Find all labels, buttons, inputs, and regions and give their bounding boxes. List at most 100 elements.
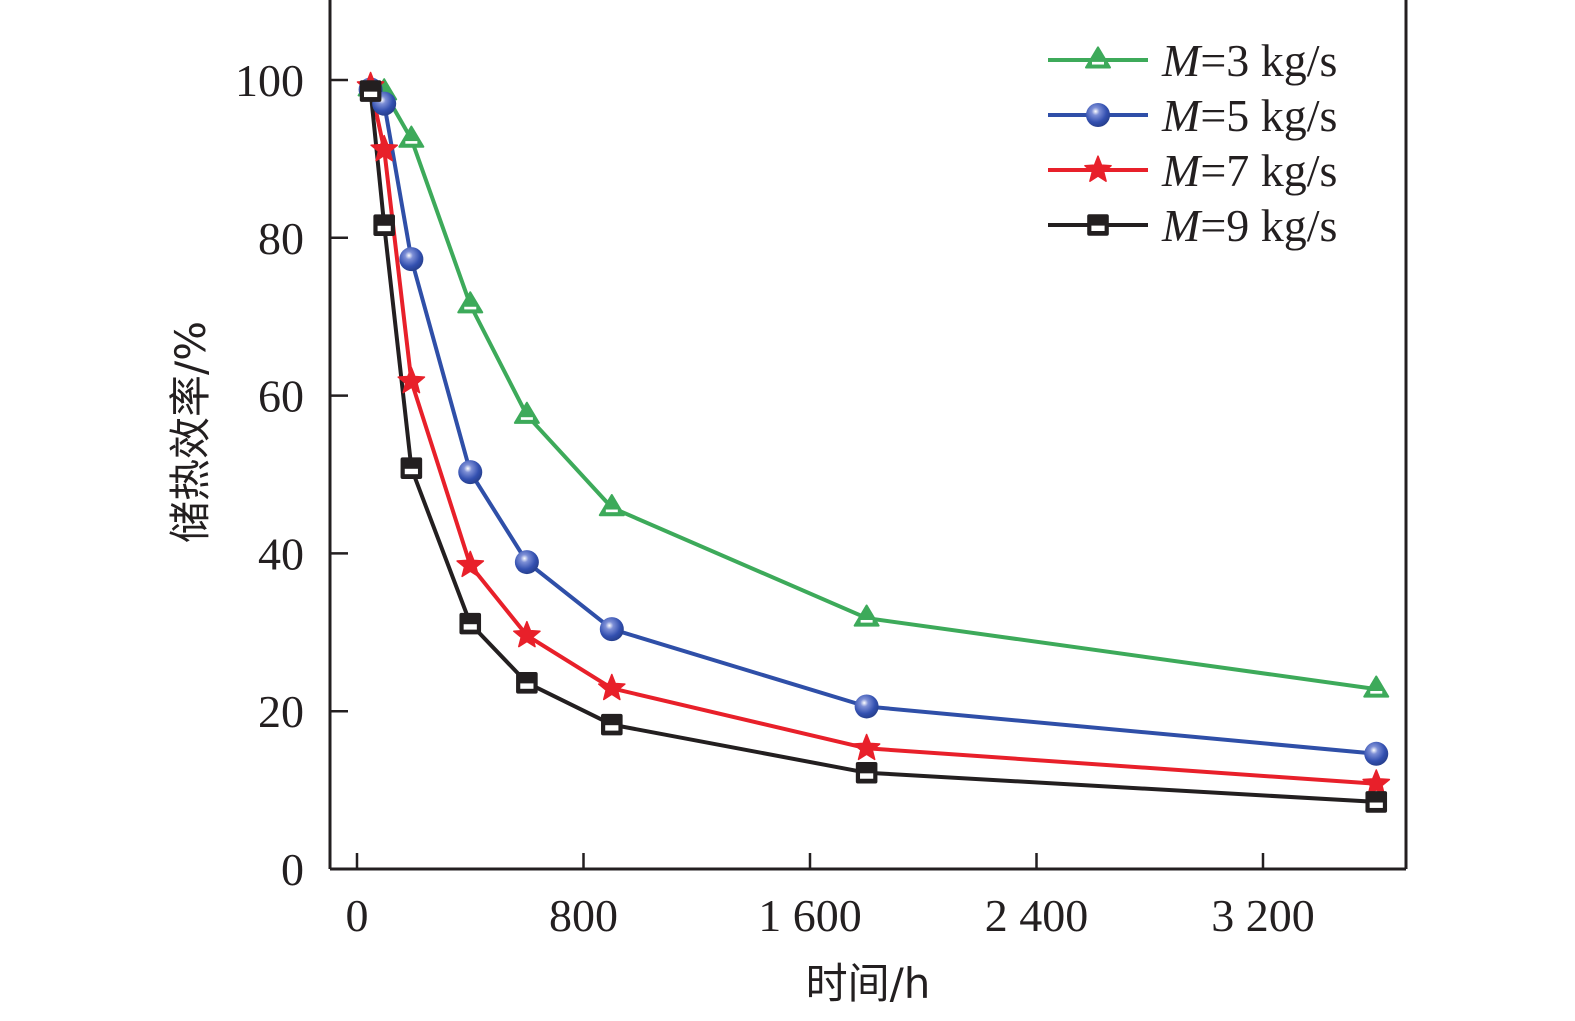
series-layer: [356, 71, 1391, 813]
data-point: [1362, 769, 1391, 796]
data-point: [399, 247, 424, 272]
star-marker: [397, 366, 426, 394]
data-point: [598, 494, 625, 517]
triangle-marker: [1085, 46, 1111, 69]
legend-label-value: =3 kg/s: [1200, 35, 1337, 86]
circle-marker: [514, 550, 539, 575]
marker-highlight: [404, 468, 418, 475]
circle-marker: [399, 247, 424, 272]
y-axis-title: 储热效率/%: [166, 321, 215, 543]
series-2: [369, 88, 1377, 756]
data-point: [853, 604, 880, 627]
data-point: [457, 291, 484, 314]
series-line: [369, 88, 1377, 756]
series-3: [368, 85, 1377, 786]
star-marker: [513, 620, 541, 648]
marker-highlight: [860, 773, 874, 779]
axes: 0 20 40 60 80 100 0 800 1 600 2 400 3 200: [235, 0, 1408, 941]
x-tick-label: 2 400: [985, 890, 1089, 941]
star-marker: [1362, 769, 1391, 796]
marker-highlight: [605, 509, 618, 513]
data-point: [852, 733, 881, 761]
y-tick-label: 60: [258, 371, 304, 422]
circle-marker: [1086, 103, 1110, 127]
legend-label-value: =5 kg/s: [1200, 90, 1337, 141]
legend-label-value: =9 kg/s: [1200, 200, 1337, 251]
series-line: [368, 90, 1377, 804]
marker-highlight: [463, 624, 477, 630]
star-marker: [852, 733, 881, 761]
data-point: [597, 673, 626, 701]
star-marker: [1084, 155, 1112, 182]
circle-marker: [599, 617, 624, 642]
legend-item: M=7 kg/s: [1048, 145, 1337, 196]
marker-highlight: [377, 225, 391, 232]
x-tick-label: 800: [549, 890, 618, 941]
data-point: [513, 401, 540, 424]
data-point: [400, 457, 423, 479]
star-marker: [370, 134, 399, 162]
legend-label: M=3 kg/s: [1161, 35, 1337, 86]
data-point: [599, 617, 624, 642]
circle-marker: [854, 694, 879, 719]
y-tick-label: 80: [258, 213, 304, 264]
data-point: [513, 620, 541, 648]
data-point: [397, 366, 426, 394]
data-point: [1365, 791, 1388, 813]
square-marker: [601, 713, 623, 736]
square-marker: [359, 80, 382, 102]
marker-highlight: [1091, 225, 1105, 231]
data-point: [459, 612, 482, 635]
data-point: [855, 761, 878, 784]
marker-highlight: [405, 141, 418, 144]
legend-label: M=7 kg/s: [1161, 145, 1337, 196]
x-tick-label: 3 200: [1211, 890, 1315, 941]
data-point: [1364, 741, 1389, 766]
legend: M=3 kg/sM=5 kg/sM=7 kg/sM=9 kg/s: [1048, 35, 1337, 251]
square-marker: [1365, 791, 1388, 813]
data-point: [359, 80, 382, 102]
data-point: [398, 125, 425, 148]
circle-marker: [458, 460, 483, 485]
y-tick-label: 0: [281, 844, 304, 895]
data-point: [456, 550, 485, 578]
triangle-marker: [457, 291, 484, 314]
marker-highlight: [1092, 61, 1104, 65]
legend-label-symbol: M: [1161, 200, 1203, 251]
legend-label-value: =7 kg/s: [1200, 145, 1337, 196]
data-point: [370, 134, 399, 162]
triangle-marker: [513, 401, 540, 424]
data-point: [601, 713, 623, 736]
data-point: [514, 550, 539, 575]
square-marker: [1087, 214, 1109, 236]
star-marker: [597, 673, 626, 701]
square-marker: [855, 761, 878, 784]
legend-label-symbol: M: [1161, 35, 1203, 86]
square-marker: [373, 214, 395, 236]
square-marker: [459, 612, 482, 635]
series-markers-4: [359, 80, 1388, 813]
legend-label-symbol: M: [1161, 90, 1203, 141]
marker-highlight: [464, 306, 477, 310]
x-axis-title: 时间/h: [806, 959, 931, 1008]
circle-marker: [1364, 741, 1389, 766]
data-point: [854, 694, 879, 719]
data-point: [1363, 675, 1390, 698]
legend-item: M=5 kg/s: [1048, 90, 1337, 141]
legend-label: M=9 kg/s: [1161, 200, 1337, 251]
square-marker: [516, 671, 538, 694]
data-point: [458, 460, 483, 485]
legend-item: M=9 kg/s: [1048, 200, 1337, 251]
marker-highlight: [605, 725, 619, 731]
data-point: [516, 671, 538, 694]
y-tick-label: 100: [235, 55, 304, 106]
series-line: [368, 85, 1377, 786]
series-4: [368, 90, 1377, 804]
y-tick-label: 40: [258, 528, 304, 579]
triangle-marker: [398, 125, 425, 148]
marker-highlight: [860, 619, 873, 623]
marker-highlight: [520, 417, 533, 420]
star-marker: [456, 550, 485, 578]
legend-item: M=3 kg/s: [1048, 35, 1337, 86]
